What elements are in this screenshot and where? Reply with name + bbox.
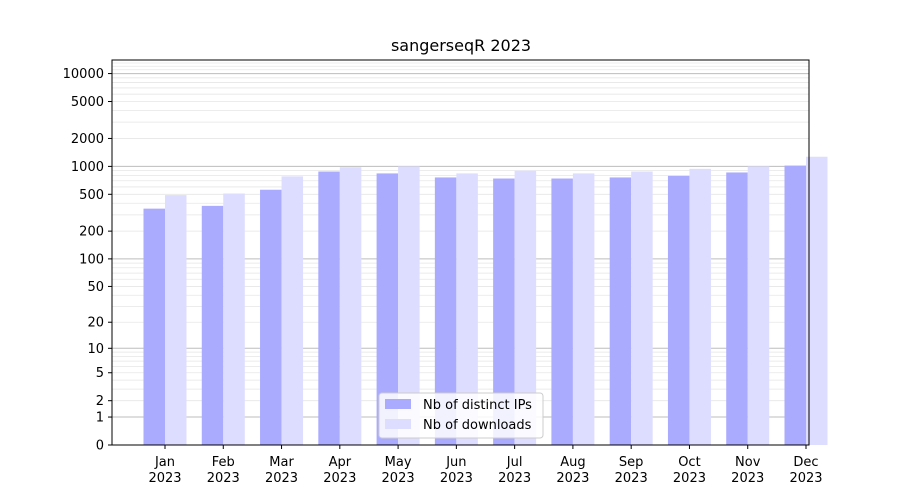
bar-distinct-ips-oct bbox=[667, 175, 690, 445]
bar-downloads-nov bbox=[747, 166, 770, 445]
x-tick-label-year: 2023 bbox=[789, 471, 822, 486]
y-tick-label: 10 bbox=[87, 342, 104, 357]
y-tick-label: 100 bbox=[79, 252, 104, 267]
bar-distinct-ips-apr bbox=[318, 171, 340, 445]
axes bbox=[108, 59, 810, 449]
x-tick-label-year: 2023 bbox=[148, 471, 181, 486]
x-tick-label-year: 2023 bbox=[615, 471, 648, 486]
bar-distinct-ips-jun bbox=[434, 177, 457, 446]
x-tick-label-year: 2023 bbox=[207, 471, 240, 486]
bar-distinct-ips-nov bbox=[726, 172, 748, 445]
bar-downloads-may bbox=[398, 166, 420, 445]
x-tick-label-month: Apr bbox=[329, 455, 352, 470]
x-tick-label-month: Dec bbox=[793, 455, 818, 470]
x-tick-label-year: 2023 bbox=[382, 471, 415, 486]
bars bbox=[143, 156, 828, 446]
y-tick-label: 5000 bbox=[71, 95, 104, 110]
y-tick-label: 1000 bbox=[71, 160, 104, 175]
bar-downloads-oct bbox=[689, 168, 711, 445]
bar-distinct-ips-may bbox=[376, 173, 399, 445]
bar-distinct-ips-sep bbox=[609, 177, 632, 446]
y-tick-label: 500 bbox=[79, 188, 104, 203]
bar-distinct-ips-mar bbox=[260, 189, 282, 445]
y-tick-label: 50 bbox=[87, 280, 104, 295]
bar-downloads-jun bbox=[456, 173, 478, 445]
bar-downloads-jul bbox=[514, 170, 537, 445]
bar-downloads-jan bbox=[165, 195, 187, 445]
bar-downloads-mar bbox=[281, 176, 304, 445]
x-tick-label-month: Jul bbox=[506, 455, 523, 470]
x-tick-label-month: Aug bbox=[560, 455, 585, 470]
x-tick-label-year: 2023 bbox=[265, 471, 298, 486]
x-tick-label-month: Jun bbox=[445, 455, 466, 470]
x-tick-label-year: 2023 bbox=[673, 471, 706, 486]
x-tick-label-month: Sep bbox=[619, 455, 644, 470]
legend-label: Nb of downloads bbox=[423, 418, 532, 433]
tick-labels: Jan2023Feb2023Mar2023Apr2023May2023Jun20… bbox=[63, 67, 823, 486]
x-tick-label-month: Feb bbox=[212, 455, 235, 470]
legend-swatch bbox=[385, 399, 411, 409]
y-tick-label: 10000 bbox=[63, 67, 104, 82]
y-tick-label: 1 bbox=[96, 411, 104, 426]
legend: Nb of distinct IPs Nb of downloads bbox=[378, 392, 544, 439]
bar-downloads-dec bbox=[806, 156, 828, 445]
x-tick-label-year: 2023 bbox=[498, 471, 531, 486]
legend-box bbox=[378, 392, 544, 439]
bar-downloads-feb bbox=[223, 193, 245, 445]
x-tick-label-year: 2023 bbox=[556, 471, 589, 486]
plot-frame bbox=[111, 59, 810, 446]
y-tick-label: 5 bbox=[96, 366, 104, 381]
bar-distinct-ips-feb bbox=[201, 205, 224, 445]
y-tick-label: 0 bbox=[96, 439, 104, 454]
legend-swatch bbox=[385, 419, 411, 429]
y-tick-label: 20 bbox=[87, 316, 104, 331]
x-tick-label-month: Oct bbox=[678, 455, 700, 470]
bar-downloads-sep bbox=[631, 171, 653, 445]
y-tick-label: 200 bbox=[79, 225, 104, 240]
bar-downloads-aug bbox=[572, 173, 595, 445]
y-tick-label: 2 bbox=[96, 394, 104, 409]
x-tick-label-year: 2023 bbox=[731, 471, 764, 486]
x-tick-label-year: 2023 bbox=[323, 471, 356, 486]
x-tick-label-month: Nov bbox=[735, 455, 761, 470]
x-tick-label-month: Mar bbox=[269, 455, 294, 470]
bar-downloads-apr bbox=[339, 167, 362, 445]
bar-distinct-ips-jul bbox=[493, 178, 515, 445]
chart-title: sangerseqR 2023 bbox=[391, 36, 531, 55]
legend-label: Nb of distinct IPs bbox=[423, 398, 532, 413]
x-tick-label-month: Jan bbox=[154, 455, 175, 470]
bar-distinct-ips-jan bbox=[143, 208, 165, 445]
x-tick-label-month: May bbox=[385, 455, 412, 470]
bar-distinct-ips-aug bbox=[551, 178, 573, 445]
x-tick-label-year: 2023 bbox=[440, 471, 473, 486]
y-tick-label: 2000 bbox=[71, 132, 104, 147]
bar-distinct-ips-dec bbox=[784, 165, 806, 445]
